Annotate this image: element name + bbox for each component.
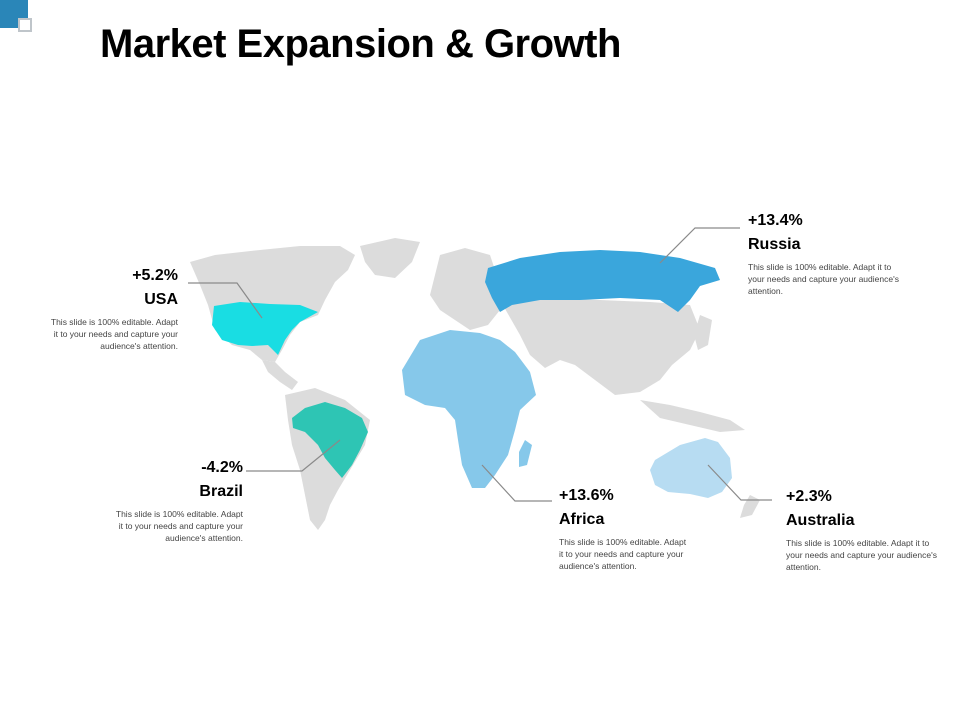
callout-usa: +5.2% USA This slide is 100% editable. A… — [50, 266, 178, 352]
leader-line-africa — [481, 464, 552, 502]
slide-title: Market Expansion & Growth — [100, 22, 621, 66]
usa-growth-value: +5.2% — [132, 267, 178, 284]
land-greenland — [360, 238, 420, 278]
usa-label: USA — [144, 291, 178, 308]
region-usa[interactable] — [212, 302, 318, 355]
brazil-description: This slide is 100% editable. Adapt it to… — [115, 509, 243, 543]
region-africa[interactable] — [402, 330, 536, 488]
land-central-america — [262, 360, 298, 390]
callout-brazil: -4.2% Brazil This slide is 100% editable… — [115, 458, 243, 544]
region-russia[interactable] — [485, 250, 720, 312]
region-australia[interactable] — [650, 438, 732, 498]
leader-line-brazil — [246, 439, 341, 472]
russia-label: Russia — [748, 236, 801, 253]
leader-line-australia — [707, 464, 772, 501]
land-southeast-asia — [640, 400, 745, 432]
australia-growth-value: +2.3% — [786, 488, 832, 505]
leader-lines — [188, 227, 772, 502]
leader-line-russia — [659, 227, 740, 264]
australia-description: This slide is 100% editable. Adapt it to… — [786, 538, 937, 572]
russia-growth-value: +13.4% — [748, 212, 803, 229]
callout-russia: +13.4% Russia This slide is 100% editabl… — [748, 211, 906, 297]
callout-africa: +13.6% Africa This slide is 100% editabl… — [559, 486, 689, 572]
africa-label: Africa — [559, 511, 605, 528]
leader-line-usa — [188, 282, 263, 319]
region-madagascar[interactable] — [519, 440, 532, 467]
land-europe — [430, 248, 505, 330]
corner-outline-square — [18, 18, 32, 32]
land-japan — [694, 315, 712, 350]
africa-description: This slide is 100% editable. Adapt it to… — [559, 537, 687, 571]
australia-label: Australia — [786, 512, 855, 529]
callout-australia: +2.3% Australia This slide is 100% edita… — [786, 487, 938, 573]
brazil-label: Brazil — [199, 483, 243, 500]
land-asia — [500, 298, 700, 395]
brazil-growth-value: -4.2% — [201, 459, 243, 476]
land-new-zealand — [740, 495, 760, 518]
russia-description: This slide is 100% editable. Adapt it to… — [748, 262, 899, 296]
region-brazil[interactable] — [292, 402, 368, 478]
africa-growth-value: +13.6% — [559, 487, 614, 504]
usa-description: This slide is 100% editable. Adapt it to… — [50, 317, 178, 351]
